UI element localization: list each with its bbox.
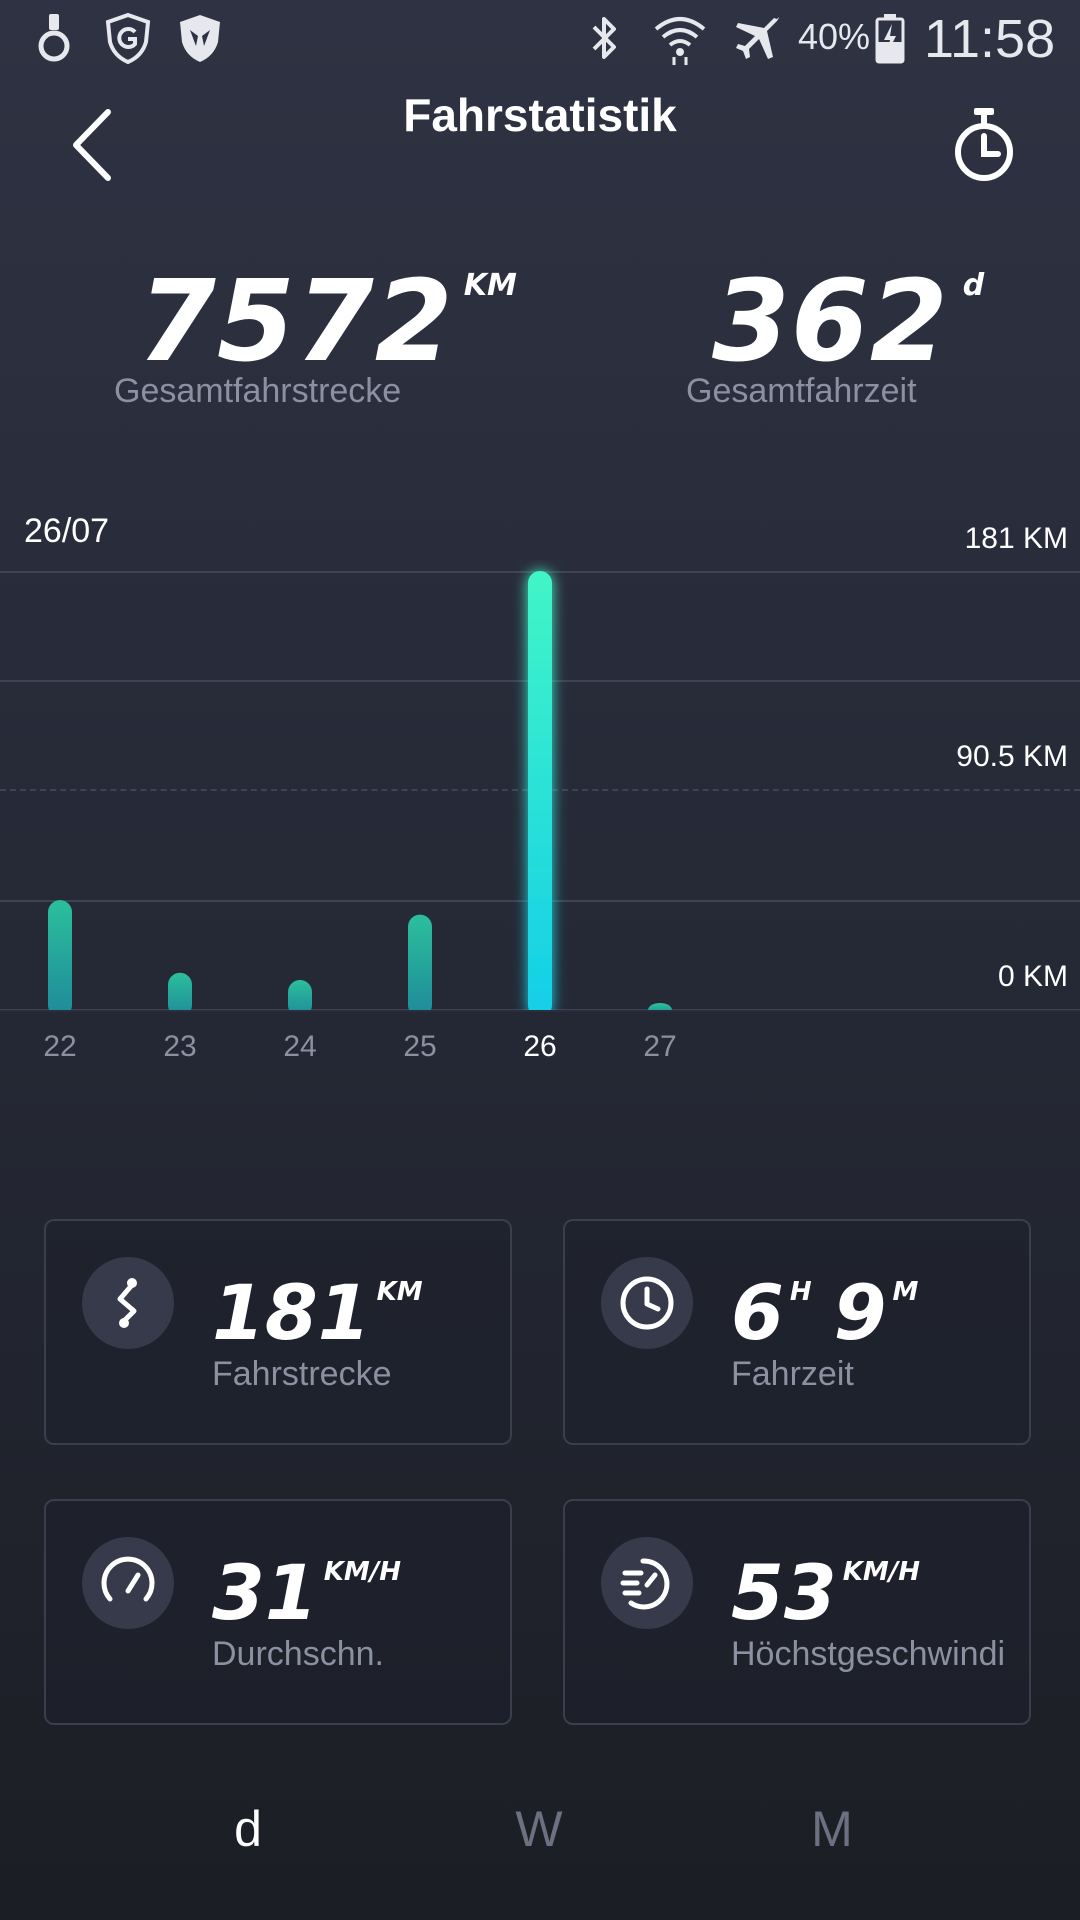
total-time-value: 362 <box>712 257 949 387</box>
x-tick-23[interactable]: 23 <box>163 1030 197 1063</box>
bar-27[interactable] <box>648 1003 672 1012</box>
bar-24[interactable] <box>288 979 312 1012</box>
total-time-label: Gesamtfahrzeit <box>686 372 917 410</box>
stat-distance-value: 181 KM <box>212 1275 423 1351</box>
stat-top-speed-value: 53 KM/H <box>731 1555 920 1631</box>
stat-average-speed-label: Durchschn. <box>212 1635 384 1673</box>
clock-icon <box>601 1257 693 1349</box>
selected-date: 26/07 <box>24 512 110 550</box>
stat-time-label: Fahrzeit <box>731 1355 854 1393</box>
stat-time-value: 6 H 9 M <box>731 1275 918 1351</box>
stat-average-speed-value: 31 KM/H <box>212 1555 401 1631</box>
bar-26[interactable] <box>528 571 552 1012</box>
stat-number: 6 <box>731 1268 784 1357</box>
tab-day[interactable]: d <box>234 1801 262 1857</box>
stat-number: 181 <box>212 1268 371 1357</box>
status-bar: 40% 11:58 <box>0 0 1080 80</box>
y-tick-zero: 0 KM <box>997 960 1068 993</box>
stat-unit: KM/H <box>842 1557 921 1587</box>
shield-g-icon <box>100 10 156 66</box>
stat-number: 53 <box>731 1548 837 1637</box>
total-time: 362 d <box>712 266 984 378</box>
stat-top-speed-label: Höchstgeschwindi <box>731 1635 1006 1673</box>
x-tick-26[interactable]: 26 <box>523 1030 557 1063</box>
total-time-unit: d <box>962 268 985 303</box>
wifi-icon <box>650 10 710 66</box>
shield-mask-icon <box>172 10 228 66</box>
total-distance-value: 7572 <box>138 257 454 387</box>
bluetooth-icon <box>584 10 624 66</box>
top-speed-icon <box>601 1537 693 1629</box>
timer-button[interactable] <box>948 104 1020 188</box>
stat-card-time: 6 H 9 M Fahrzeit <box>563 1219 1031 1445</box>
total-distance: 7572 KM <box>138 266 517 378</box>
page-title: Fahrstatistik <box>403 89 677 141</box>
route-icon <box>82 1257 174 1349</box>
speedometer-icon <box>82 1537 174 1629</box>
y-tick-max: 181 KM <box>964 522 1068 555</box>
stat-unit: M <box>892 1277 919 1307</box>
stat-card-average-speed: 31 KM/H Durchschn. <box>44 1499 512 1725</box>
status-time: 11:58 <box>924 9 1056 69</box>
tab-month[interactable]: M <box>811 1801 853 1857</box>
total-distance-unit: KM <box>463 268 517 303</box>
battery-percentage: 40% <box>798 16 871 57</box>
total-distance-label: Gesamtfahrstrecke <box>114 372 402 410</box>
bar-chart[interactable] <box>0 560 1080 1012</box>
airplane-mode-icon <box>732 10 784 66</box>
stopwatch-icon <box>955 108 1013 181</box>
x-tick-24[interactable]: 24 <box>283 1030 317 1063</box>
bar-22[interactable] <box>48 900 72 1012</box>
chevron-left-icon <box>73 109 111 181</box>
stat-unit: H <box>789 1277 812 1307</box>
stat-unit: KM <box>376 1277 423 1307</box>
tab-week[interactable]: W <box>515 1801 563 1857</box>
back-button[interactable] <box>60 100 130 190</box>
stat-card-top-speed: 53 KM/H Höchstgeschwindi <box>563 1499 1031 1725</box>
x-tick-25[interactable]: 25 <box>403 1030 437 1063</box>
x-tick-27[interactable]: 27 <box>643 1030 677 1063</box>
bar-23[interactable] <box>168 972 192 1012</box>
stat-distance-label: Fahrstrecke <box>212 1355 392 1393</box>
ring-notification-icon <box>30 10 78 66</box>
stat-card-distance: 181 KM Fahrstrecke <box>44 1219 512 1445</box>
y-tick-mid: 90.5 KM <box>956 740 1068 773</box>
baseline-mask <box>0 1010 1080 1012</box>
stat-unit: KM/H <box>323 1557 402 1587</box>
stat-number: 9 <box>833 1268 887 1357</box>
stat-number: 31 <box>212 1548 318 1637</box>
battery-charging-icon <box>872 10 908 66</box>
bar-25[interactable] <box>408 914 432 1012</box>
x-tick-22[interactable]: 22 <box>43 1030 77 1063</box>
